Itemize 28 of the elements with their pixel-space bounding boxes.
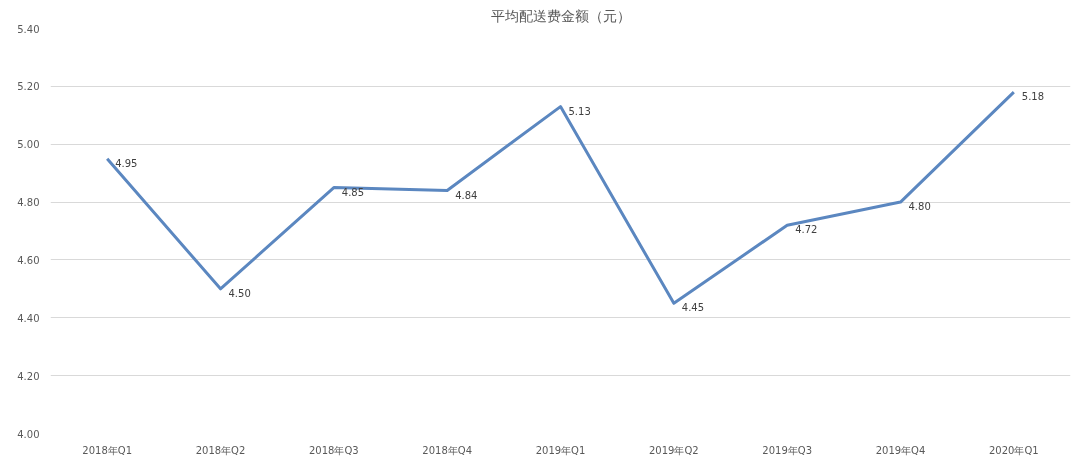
y-tick-label: 5.40 <box>17 23 40 35</box>
x-tick-label: 2018年Q2 <box>195 444 246 456</box>
x-tick-label: 2018年Q3 <box>308 444 359 456</box>
y-tick-label: 4.40 <box>17 312 40 324</box>
x-tick-label: 2020年Q1 <box>988 444 1039 456</box>
y-tick-label: 4.00 <box>17 428 40 440</box>
data-label: 4.45 <box>681 302 705 314</box>
line-series <box>105 90 1016 305</box>
data-label: 4.80 <box>908 201 931 213</box>
x-tick-label: 2019年Q1 <box>535 444 586 456</box>
y-tick-label: 5.20 <box>17 81 40 93</box>
data-label: 4.50 <box>228 287 251 299</box>
x-tick-label: 2019年Q2 <box>648 444 699 456</box>
y-tick-label: 5.00 <box>17 139 40 151</box>
data-label: 5.18 <box>1021 91 1045 103</box>
chart-title: 平均配送费金额（元） <box>490 7 631 24</box>
y-tick-label: 4.20 <box>17 370 40 382</box>
x-tick-label: 2019年Q3 <box>762 444 813 456</box>
y-tick-label: 4.60 <box>17 254 40 266</box>
y-tick-label: 4.80 <box>17 197 40 209</box>
data-label: 4.85 <box>341 186 365 198</box>
x-tick-label: 2018年Q4 <box>422 444 473 456</box>
data-label: 5.13 <box>568 105 591 117</box>
x-tick-label: 2018年Q1 <box>82 444 133 456</box>
data-label: 4.72 <box>795 224 818 236</box>
data-label: 4.84 <box>455 189 478 201</box>
x-tick-label: 2019年Q4 <box>875 444 926 456</box>
data-label: 4.95 <box>115 157 138 169</box>
